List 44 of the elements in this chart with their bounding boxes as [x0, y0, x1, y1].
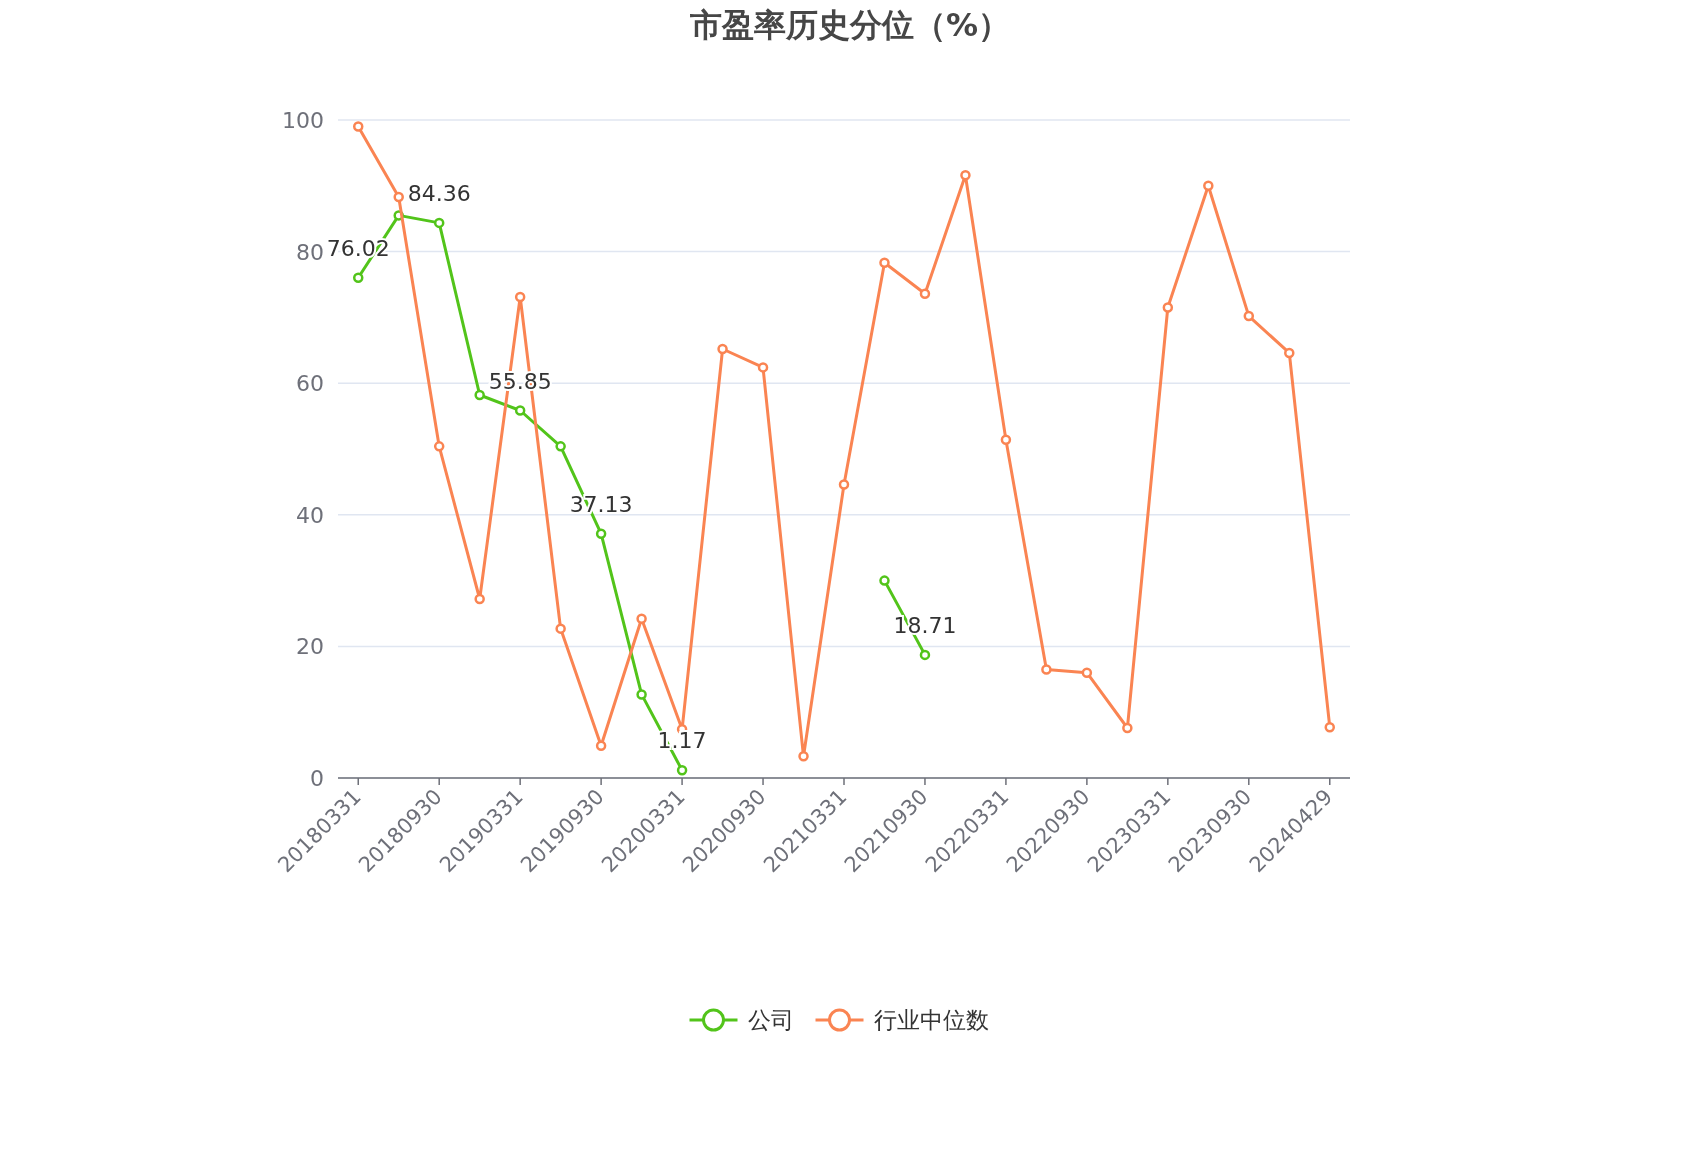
point: [1162, 302, 1174, 313]
point: [919, 288, 931, 299]
point: [1324, 722, 1336, 733]
point: [474, 389, 485, 401]
legend-label: 行业中位数: [873, 1007, 989, 1033]
point: [757, 362, 769, 373]
point: [1081, 667, 1093, 678]
point: [636, 613, 647, 625]
point: [1284, 347, 1295, 359]
point: [474, 593, 485, 605]
chart-title: 市盈率历史分位（%）: [688, 6, 1011, 44]
point: [514, 405, 526, 416]
point: [555, 441, 566, 452]
y-tick-label: 0: [310, 766, 324, 791]
point: [676, 765, 688, 776]
point: [919, 649, 931, 661]
point: [514, 291, 526, 303]
point: [838, 479, 850, 490]
point: [1243, 310, 1255, 322]
point: [1000, 434, 1012, 446]
point: [717, 343, 728, 355]
point: [433, 441, 445, 452]
point: [879, 575, 890, 586]
point: [1203, 180, 1214, 192]
point: [393, 191, 404, 203]
point: [636, 689, 647, 700]
y-tick-label: 40: [296, 502, 324, 528]
point: [879, 257, 890, 269]
y-tick-label: 100: [282, 108, 324, 133]
point: [433, 217, 445, 229]
point: [798, 751, 809, 762]
y-tick-label: 20: [296, 634, 324, 660]
point: [352, 272, 364, 284]
point: [555, 623, 566, 634]
point: [1122, 722, 1133, 734]
y-tick-label: 60: [296, 371, 324, 397]
point: [960, 170, 971, 181]
point: [1041, 664, 1052, 675]
y-tick-label: 80: [296, 239, 324, 265]
point: [595, 740, 607, 752]
data-label: 84.36: [407, 180, 471, 206]
legend-label: 公司: [747, 1007, 794, 1033]
point: [352, 121, 364, 132]
point: [595, 528, 607, 539]
